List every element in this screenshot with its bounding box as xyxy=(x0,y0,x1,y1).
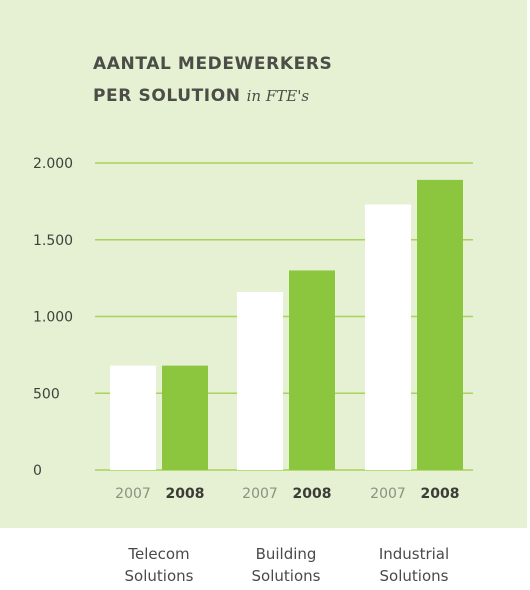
bar-2007 xyxy=(110,365,156,470)
chart-title-line1: AANTAL MEDEWERKERS xyxy=(93,54,333,74)
bars xyxy=(110,179,463,470)
year-label-2007: 2007 xyxy=(370,486,406,502)
chart-subtitle: in FTE's xyxy=(246,87,310,105)
bar-2007 xyxy=(237,291,283,470)
category-label: Industrial Solutions xyxy=(349,543,479,587)
chart-title-line2: PER SOLUTION in FTE's xyxy=(93,80,332,112)
category-label-line1: Telecom xyxy=(128,545,190,563)
category-label: Telecom Solutions xyxy=(94,543,224,587)
y-tick-label: 1.000 xyxy=(33,310,73,326)
year-label-2007: 2007 xyxy=(242,486,278,502)
y-tick-label: 1.500 xyxy=(33,233,73,249)
year-labels: 2007 2008 2007 2008 2007 2008 xyxy=(115,486,459,502)
bar-2008 xyxy=(417,179,463,470)
category-label-line2: Solutions xyxy=(251,567,321,585)
category-label-line2: Solutions xyxy=(124,567,194,585)
year-label-2008: 2008 xyxy=(293,486,332,502)
bar-2008 xyxy=(289,270,335,470)
y-tick-label: 0 xyxy=(33,463,42,479)
chart-title: AANTAL MEDEWERKERS PER SOLUTION in FTE's xyxy=(93,48,332,112)
year-label-2008: 2008 xyxy=(166,486,205,502)
year-label-2007: 2007 xyxy=(115,486,151,502)
category-label-line2: Solutions xyxy=(379,567,449,585)
year-label-2008: 2008 xyxy=(421,486,460,502)
category-label-line1: Industrial xyxy=(378,545,450,563)
bar-2008 xyxy=(162,365,208,470)
y-tick-label: 500 xyxy=(33,386,60,402)
y-axis-tick-labels: 0 500 1.000 1.500 2.000 xyxy=(33,156,73,479)
chart-title-line2-text: PER SOLUTION xyxy=(93,86,241,106)
category-label-line1: Building xyxy=(255,545,317,563)
category-label: Building Solutions xyxy=(221,543,351,587)
y-tick-label: 2.000 xyxy=(33,156,73,172)
bar-2007 xyxy=(365,204,411,470)
